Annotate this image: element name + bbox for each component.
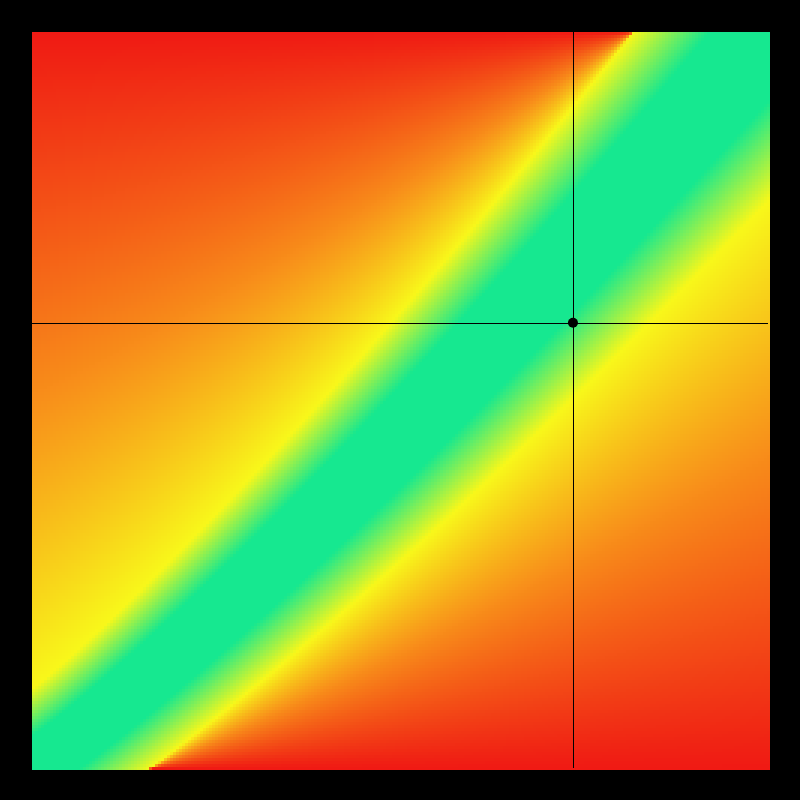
chart-container: { "watermark": { "text": "TheBottleneck.… bbox=[0, 0, 800, 800]
bottleneck-heatmap bbox=[0, 0, 800, 800]
watermark-text: TheBottleneck.com bbox=[598, 4, 792, 30]
